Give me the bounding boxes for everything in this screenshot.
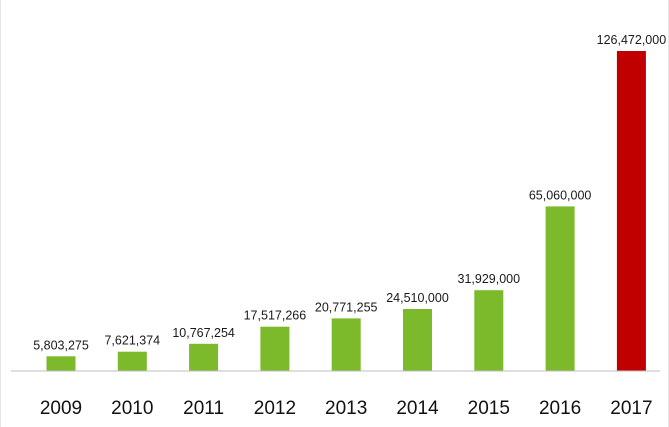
bar-2015 [474, 290, 504, 371]
value-label-2017: 126,472,000 [597, 33, 667, 47]
value-label-2013: 20,771,255 [315, 300, 378, 314]
value-label-2010: 7,621,374 [104, 334, 160, 348]
x-tick-label-2016: 2016 [539, 398, 581, 419]
x-tick-label-2011: 2011 [183, 398, 224, 419]
value-label-2014: 24,510,000 [386, 291, 449, 305]
x-tick-label-2014: 2014 [396, 398, 439, 419]
x-tick-label-2015: 2015 [468, 398, 510, 419]
bar-2009 [46, 356, 76, 371]
bars-group [46, 51, 646, 371]
value-label-2011: 10,767,254 [172, 326, 235, 340]
x-tick-label-2013: 2013 [325, 398, 367, 419]
x-tick-label-2017: 2017 [610, 398, 652, 419]
bar-2014 [403, 309, 432, 371]
value-label-2009: 5,803,275 [33, 338, 89, 352]
x-tick-label-2010: 2010 [111, 398, 153, 419]
bar-2011 [189, 343, 219, 371]
bar-2013 [331, 318, 361, 371]
x-tick-label-2012: 2012 [254, 398, 296, 419]
bar-2017 [616, 51, 646, 371]
x-tick-label-2009: 2009 [40, 398, 82, 419]
bar-2010 [117, 351, 147, 371]
value-label-2012: 17,517,266 [244, 309, 307, 323]
value-label-2015: 31,929,000 [458, 272, 521, 286]
x-tick-labels-group: 2009 2010 2011 2012 2013 2014 2015 2016 2017 [40, 398, 653, 419]
value-label-2016: 65,060,000 [529, 188, 592, 202]
value-labels-group: 5,803,275 7,621,374 10,767,254 17,517,266 20… [33, 33, 666, 352]
bar-2016 [545, 206, 575, 371]
bar-2012 [260, 326, 290, 371]
